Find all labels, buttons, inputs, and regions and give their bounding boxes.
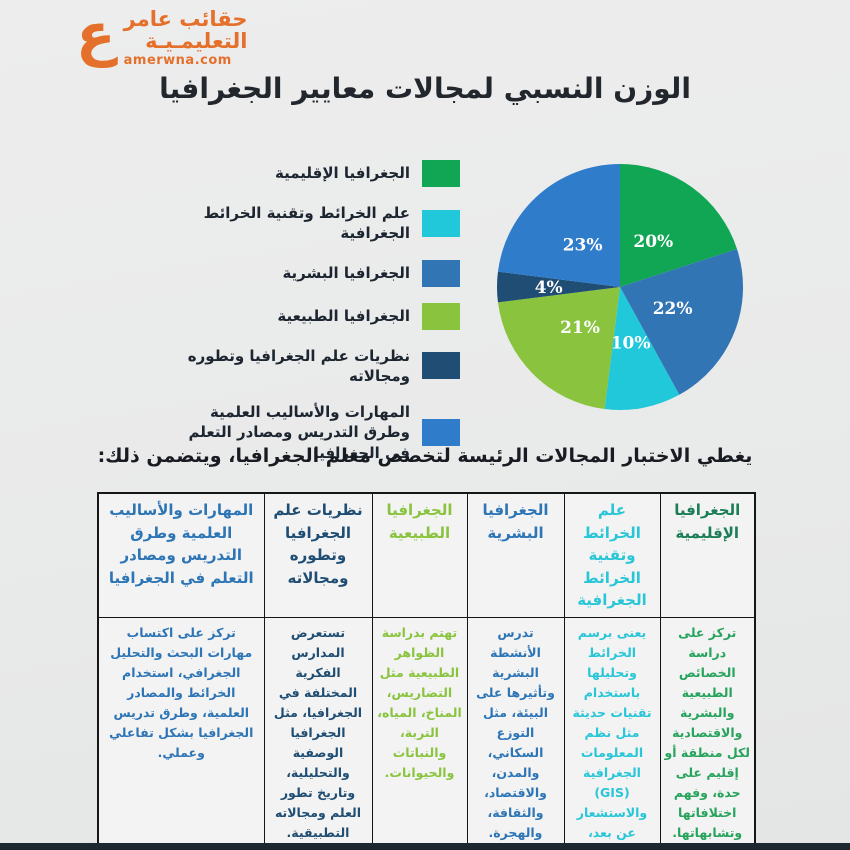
table-header-human-geography: الجغرافيا البشرية bbox=[466, 492, 565, 618]
legend-swatch bbox=[422, 302, 460, 330]
table-header-cartography: علم الخرائط وتقنية الخرائط الجغرافية bbox=[563, 492, 661, 618]
legend-label: الجغرافيا الإقليمية bbox=[275, 164, 410, 183]
brand-line-2: التعليمـيـة bbox=[145, 29, 248, 54]
table-header-row: الجغرافيا الإقليمية علم الخرائط وتقنية ا… bbox=[97, 492, 756, 618]
domains-table: الجغرافيا الإقليمية علم الخرائط وتقنية ا… bbox=[97, 492, 756, 850]
table-header-geography-theories: نظريات علم الجغرافيا وتطوره ومجالاته bbox=[263, 492, 373, 618]
legend-item: الجغرافيا البشرية bbox=[168, 259, 460, 287]
table-body-row: تركز على دراسة الخصائص الطبيعية والبشرية… bbox=[97, 616, 756, 850]
legend-item: نظريات علم الجغرافيا وتطوره ومجالاته bbox=[168, 346, 460, 387]
legend-label: نظريات علم الجغرافيا وتطوره ومجالاته bbox=[187, 346, 410, 385]
pie-slice bbox=[620, 164, 737, 287]
legend-item: الجغرافيا الطبيعية bbox=[168, 302, 460, 330]
table-cell-regional-geography: تركز على دراسة الخصائص الطبيعية والبشرية… bbox=[659, 616, 756, 850]
pie-slice-label: 4% bbox=[535, 278, 563, 298]
page-title: الوزن النسبي لمجالات معايير الجغرافيا bbox=[159, 72, 691, 105]
pie-slice-label: 23% bbox=[563, 236, 603, 256]
legend-label: الجغرافيا البشرية bbox=[282, 263, 410, 282]
legend-label: الجغرافيا الطبيعية bbox=[277, 306, 410, 325]
pie-legend: الجغرافيا الإقليمية علم الخرائط وتقنية ا… bbox=[168, 160, 460, 463]
table-header-regional-geography: الجغرافيا الإقليمية bbox=[659, 492, 756, 618]
table-cell-cartography: يعنى برسم الخرائط وتحليلها باستخدام تقني… bbox=[563, 616, 661, 850]
legend-swatch bbox=[422, 259, 460, 287]
brand-ain-glyph: ع bbox=[76, 0, 116, 68]
domains-table-grid: الجغرافيا الإقليمية علم الخرائط وتقنية ا… bbox=[97, 492, 756, 850]
subtitle: يغطي الاختبار المجالات الرئيسة لتخصص معل… bbox=[97, 445, 753, 467]
legend-item: المهارات والأساليب العلمية وطرق التدريس … bbox=[168, 402, 460, 463]
pie-slice-label: 10% bbox=[611, 334, 651, 354]
brand-line-1: حقائب عامر bbox=[123, 7, 248, 31]
pie-slice bbox=[620, 248, 744, 395]
table-header-physical-geography: الجغرافيا الطبيعية bbox=[371, 492, 468, 618]
brand-logo: ع حقائب عامر التعليمـيـة amerwna.com bbox=[76, 0, 248, 68]
legend-label: المهارات والأساليب العلمية وطرق التدريس … bbox=[188, 403, 411, 462]
legend-item: الجغرافيا الإقليمية bbox=[168, 160, 460, 187]
brand-text: حقائب عامر التعليمـيـة amerwna.com bbox=[124, 8, 248, 68]
pie-slice-label: 22% bbox=[653, 299, 693, 319]
pie-slice bbox=[497, 287, 620, 410]
legend-label: علم الخرائط وتقنية الخرائط الجغرافية bbox=[203, 204, 410, 243]
table-cell-physical-geography: تهتم بدراسة الظواهر الطبيعية مثل التضاري… bbox=[371, 616, 468, 850]
pie-slice-label: 20% bbox=[633, 232, 673, 252]
pie-slice bbox=[604, 287, 680, 411]
table-cell-skills-methods: تركز على اكتساب مهارات البحث والتحليل ال… bbox=[97, 616, 265, 850]
pie-slice bbox=[496, 271, 620, 303]
brand-domain: amerwna.com bbox=[123, 53, 232, 69]
legend-swatch bbox=[422, 418, 460, 446]
legend-swatch bbox=[422, 352, 460, 380]
pie-slice-label: 21% bbox=[560, 318, 600, 338]
pie-chart-svg: 20% 22%10% 21% 4% 23% bbox=[496, 164, 744, 411]
legend-item: علم الخرائط وتقنية الخرائط الجغرافية bbox=[168, 203, 460, 244]
pie-chart: 20% 22% 10% 21% 4% 23% bbox=[490, 157, 750, 421]
table-header-skills-methods: المهارات والأساليب العلمية وطرق التدريس … bbox=[97, 492, 265, 618]
footer-bar bbox=[0, 843, 850, 850]
table-cell-human-geography: تدرس الأنشطة البشرية وتأثيرها على البيئة… bbox=[466, 616, 565, 850]
legend-swatch bbox=[422, 160, 460, 187]
pie-slice bbox=[497, 164, 620, 287]
table-cell-geography-theories: تستعرض المدارس الفكرية المختلفة في الجغر… bbox=[263, 616, 373, 850]
legend-swatch bbox=[422, 209, 460, 237]
